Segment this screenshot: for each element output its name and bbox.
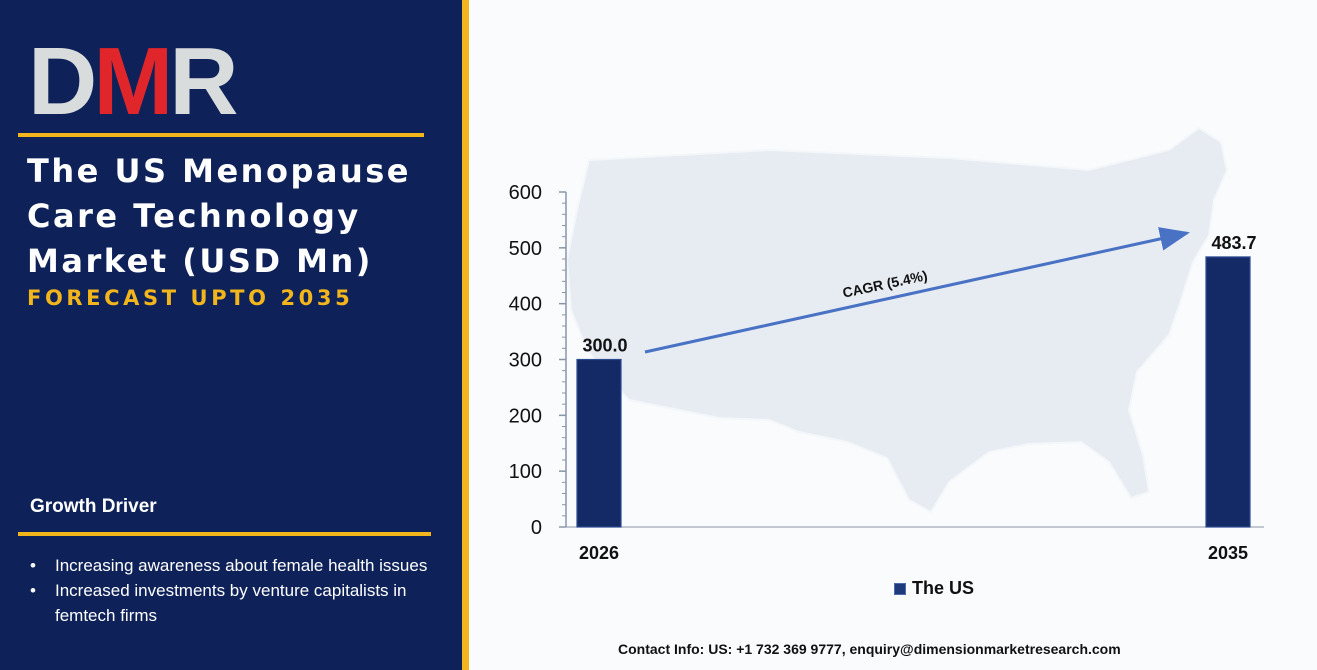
- data-label: 483.7: [1211, 233, 1256, 253]
- gold-rule-top: [18, 133, 424, 137]
- bar-2026: [576, 358, 622, 528]
- svg-text:DMR: DMR: [28, 38, 237, 120]
- us-map-background: [565, 126, 1229, 514]
- y-tick-label: 400: [509, 294, 542, 316]
- y-axis: 0 100 200 300 400 500 600: [509, 182, 1264, 539]
- growth-driver-item: Increased investments by venture capital…: [30, 578, 430, 628]
- legend-label: The US: [912, 578, 975, 598]
- y-tick-label: 0: [531, 517, 542, 539]
- growth-driver-item: Increasing awareness about female health…: [30, 553, 430, 578]
- gold-rule-mid: [18, 532, 431, 536]
- legend-swatch: [894, 582, 906, 595]
- chart-area: 0 100 200 300 400 500 600 300.0 2026 483.7 2035 C…: [469, 0, 1317, 670]
- left-panel: DMR The US Menopause Care Technology Mar…: [0, 0, 462, 670]
- bar-2035: [1205, 256, 1251, 528]
- bars: [576, 256, 1251, 528]
- page-title: The US Menopause Care Technology Market …: [27, 152, 411, 280]
- category-label: 2026: [579, 543, 619, 563]
- dmr-logo: DMR: [28, 38, 238, 120]
- y-tick-label: 600: [509, 182, 542, 204]
- y-tick-label: 500: [509, 238, 542, 260]
- growth-driver-list: Increasing awareness about female health…: [30, 553, 430, 628]
- gold-divider: [462, 0, 469, 670]
- contact-info: Contact Info: US: +1 732 369 9777, enqui…: [618, 641, 1121, 657]
- cagr-arrow: [644, 227, 1190, 354]
- growth-driver-heading: Growth Driver: [30, 496, 157, 517]
- page-subtitle: FORECAST UPTO 2035: [27, 286, 354, 310]
- data-label: 300.0: [582, 336, 627, 356]
- category-label: 2035: [1208, 543, 1248, 563]
- y-tick-label: 100: [509, 461, 542, 483]
- y-tick-label: 200: [509, 405, 542, 427]
- chart-labels: 300.0 2026 483.7 2035: [579, 233, 1257, 563]
- y-tick-label: 300: [509, 350, 542, 372]
- chart-legend: The US: [894, 578, 974, 599]
